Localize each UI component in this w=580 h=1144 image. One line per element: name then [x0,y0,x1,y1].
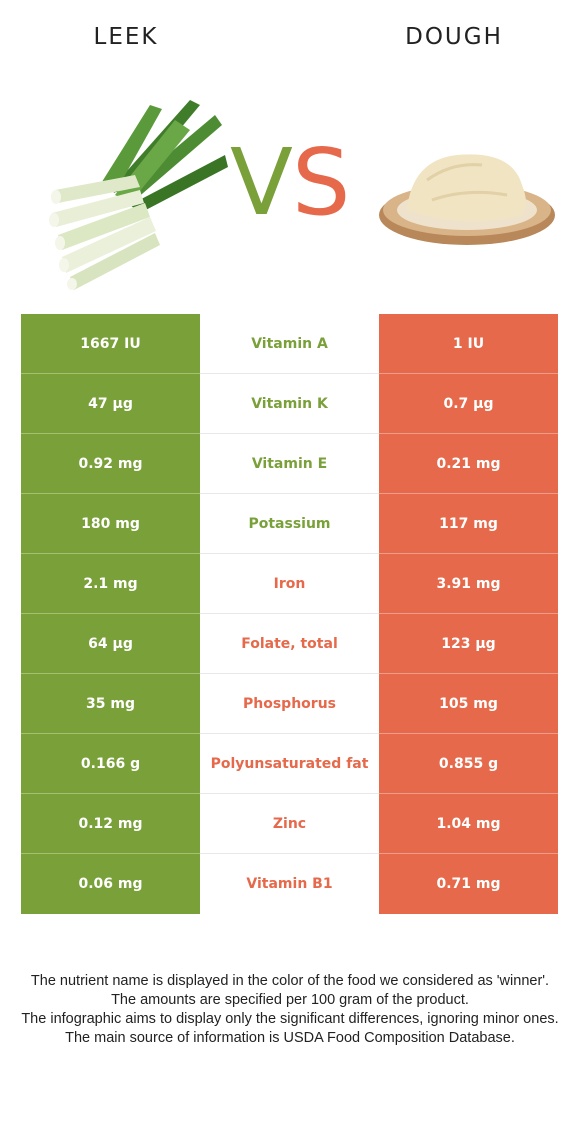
right-food-title: DOUGH [405,24,503,50]
right-value: 3.91 mg [379,554,558,614]
table-row: 35 mg Phosphorus 105 mg [21,674,558,734]
nutrient-name: Vitamin K [200,374,379,434]
right-value: 105 mg [379,674,558,734]
footer-line: The infographic aims to display only the… [21,1011,559,1027]
footer-line: The amounts are specified per 100 gram o… [111,992,469,1008]
nutrient-name: Folate, total [200,614,379,674]
left-value: 2.1 mg [21,554,200,614]
table-row: 64 µg Folate, total 123 µg [21,614,558,674]
left-value: 35 mg [21,674,200,734]
left-value: 0.06 mg [21,854,200,914]
nutrient-name: Vitamin E [200,434,379,494]
left-value: 1667 IU [21,314,200,374]
table-row: 0.12 mg Zinc 1.04 mg [21,794,558,854]
table-row: 0.06 mg Vitamin B1 0.71 mg [21,854,558,914]
nutrient-name: Iron [200,554,379,614]
left-value: 0.92 mg [21,434,200,494]
dough-illustration [379,154,555,245]
right-value: 0.21 mg [379,434,558,494]
nutrient-name: Zinc [200,794,379,854]
nutrient-name: Potassium [200,494,379,554]
table-row: 180 mg Potassium 117 mg [21,494,558,554]
right-value: 123 µg [379,614,558,674]
left-value: 47 µg [21,374,200,434]
table-row: 0.92 mg Vitamin E 0.21 mg [21,434,558,494]
left-value: 180 mg [21,494,200,554]
right-value: 1 IU [379,314,558,374]
leek-illustration [49,100,228,290]
leek-leaves [100,100,228,213]
right-value: 117 mg [379,494,558,554]
footer-line: The nutrient name is displayed in the co… [30,973,550,989]
left-value: 64 µg [21,614,200,674]
dough-ball [407,154,526,222]
nutrient-name: Vitamin A [200,314,379,374]
left-value: 0.166 g [21,734,200,794]
left-food-title: LEEK [93,24,159,50]
right-value: 0.71 mg [379,854,558,914]
right-value: 1.04 mg [379,794,558,854]
right-value: 0.855 g [379,734,558,794]
right-value: 0.7 µg [379,374,558,434]
nutrient-name: Vitamin B1 [200,854,379,914]
table-row: 2.1 mg Iron 3.91 mg [21,554,558,614]
table-row: 0.166 g Polyunsaturated fat 0.855 g [21,734,558,794]
table-row: 47 µg Vitamin K 0.7 µg [21,374,558,434]
footer-line: The main source of information is USDA F… [65,1030,515,1046]
vs-letter-v: V [230,129,293,236]
left-value: 0.12 mg [21,794,200,854]
nutrient-name: Polyunsaturated fat [200,734,379,794]
leek-stalks [49,175,160,290]
vs-letter-s: S [292,129,351,236]
footer-notes: The nutrient name is displayed in the co… [18,972,562,1048]
nutrient-name: Phosphorus [200,674,379,734]
